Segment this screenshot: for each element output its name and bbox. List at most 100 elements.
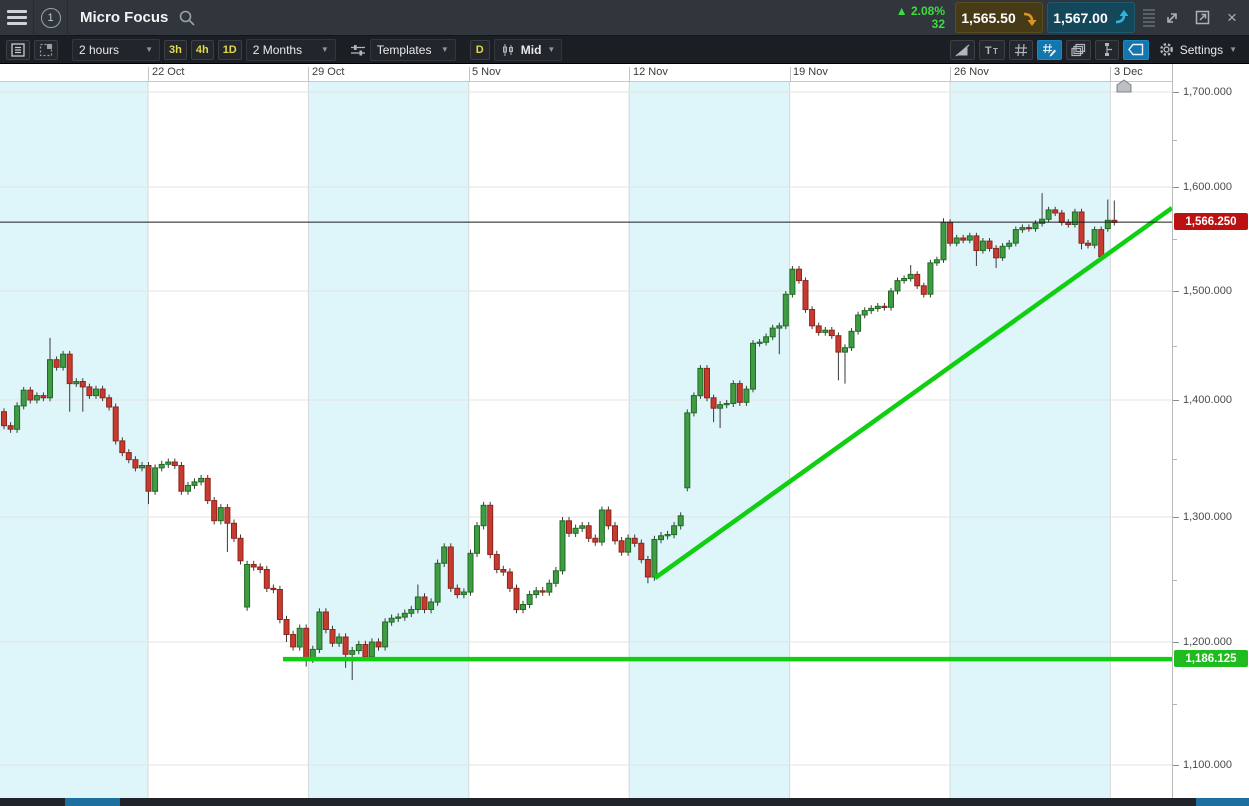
price-axis-tick	[1173, 187, 1179, 188]
time-axis-tick	[148, 67, 149, 82]
shape-tool-button[interactable]	[1122, 39, 1149, 60]
week-band	[950, 82, 1111, 798]
interval-1d-button[interactable]: 1D	[217, 39, 242, 60]
price-axis-tick	[1173, 291, 1179, 292]
sell-button[interactable]: 1,565.50	[955, 2, 1043, 33]
price-axis-label: 1,600.000	[1183, 181, 1232, 193]
text-tool-button[interactable]: T T	[978, 39, 1005, 60]
price-axis-label: 1,400.000	[1183, 394, 1232, 406]
price-axis-minor-tick	[1173, 458, 1177, 460]
duplicate-window-button[interactable]	[1065, 39, 1091, 60]
templates-label: Templates	[376, 42, 432, 57]
interval-4h-button[interactable]: 4h	[190, 39, 214, 60]
popout-icon	[1195, 10, 1209, 25]
price-axis-minor-tick	[1173, 703, 1177, 705]
expand-window-button[interactable]	[1159, 5, 1185, 31]
layers-icon	[1071, 43, 1085, 56]
trend-slope-icon	[955, 44, 970, 56]
time-axis-label: 26 Nov	[954, 66, 989, 78]
time-axis-label: 19 Nov	[793, 66, 828, 78]
svg-text:T: T	[985, 45, 992, 56]
rising-trend-line	[653, 206, 1174, 580]
chevron-down-icon: ▼	[1229, 45, 1237, 54]
time-axis-tick	[950, 67, 951, 82]
range-dropdown[interactable]: 2 Months ▼	[245, 38, 336, 61]
horizontal-scrollbar[interactable]	[0, 798, 1249, 806]
time-axis-label: 5 Nov	[472, 66, 501, 78]
time-axis[interactable]: 22 Oct 29 Oct 5 Nov 12 Nov 19 Nov 26 Nov 3 Dec	[0, 64, 1172, 82]
list-icon	[11, 42, 25, 57]
hamburger-icon	[6, 10, 27, 25]
change-up-icon: ▲	[895, 3, 908, 18]
time-axis-tick	[789, 67, 791, 82]
time-axis-tick	[1110, 67, 1112, 82]
popout-window-button[interactable]	[1189, 5, 1215, 31]
templates-dropdown[interactable]: Templates ▼	[369, 38, 456, 61]
trendline-tool-button[interactable]	[949, 39, 975, 60]
interval-3h-button[interactable]: 3h	[164, 39, 187, 60]
time-axis-label: 12 Nov	[633, 66, 668, 78]
candles-layer	[1, 193, 1118, 681]
support-price-badge: 1,186.125	[1174, 650, 1248, 668]
time-axis-label: 22 Oct	[152, 66, 185, 78]
window-number-badge: 1	[40, 7, 61, 28]
candlestick-plot[interactable]	[0, 79, 1174, 798]
settings-label: Settings	[1179, 42, 1224, 57]
price-axis-label: 1,100.000	[1183, 759, 1232, 771]
draw-on-grid-button[interactable]	[1036, 39, 1062, 60]
scrollbar-thumb[interactable]	[65, 798, 120, 806]
chevron-down-icon: ▼	[547, 45, 556, 54]
expand-icon	[1167, 12, 1177, 23]
search-icon[interactable]	[178, 9, 196, 27]
chart-list-button[interactable]	[6, 39, 30, 60]
price-change-block: ▲ 2.08% 32	[895, 3, 945, 31]
candlestick-icon	[502, 43, 513, 56]
dashed-square-icon	[39, 43, 53, 56]
price-axis-tick	[1173, 517, 1179, 518]
chevron-down-icon: ▼	[440, 45, 449, 54]
chart-area: 22 Oct 29 Oct 5 Nov 12 Nov 19 Nov 26 Nov 3 Dec…	[0, 64, 1249, 806]
grid-button[interactable]	[1008, 39, 1033, 60]
pentagon-marker-icon	[1116, 79, 1132, 93]
interval-value: 2 hours	[79, 42, 120, 57]
price-axis-label: 1,500.000	[1183, 285, 1232, 297]
price-axis-tick	[1173, 400, 1179, 401]
price-axis[interactable]: 1,566.250 1,186.125 1,700.000 1,600.000 1,…	[1172, 64, 1249, 798]
multi-chart-layout-button[interactable]	[34, 39, 58, 60]
annotation-marker-handle[interactable]	[1116, 79, 1132, 93]
buy-arrow-up-icon	[1115, 9, 1129, 23]
week-band	[0, 82, 148, 798]
window-drag-grip[interactable]	[1143, 3, 1155, 33]
app-header: 1 Micro Focus ▲ 2.08% 32 1,565.50 1,5	[0, 0, 1249, 36]
week-band	[308, 82, 469, 798]
price-axis-label: 1,300.000	[1183, 511, 1232, 523]
hamburger-menu-button[interactable]	[0, 0, 34, 36]
price-axis-minor-tick	[1173, 139, 1177, 141]
measure-icon	[1104, 43, 1112, 56]
gear-icon	[1159, 43, 1173, 56]
day-interval-button[interactable]: D	[469, 39, 490, 60]
current-price-badge: 1,566.250	[1174, 213, 1248, 231]
interval-dropdown[interactable]: 2 hours ▼	[72, 38, 160, 61]
change-percent: 2.08%	[910, 3, 945, 18]
time-axis-tick	[468, 67, 470, 82]
price-axis-tick	[1173, 642, 1179, 643]
range-value: 2 Months	[252, 42, 303, 57]
time-axis-label: 29 Oct	[312, 66, 345, 78]
text-icon: T T	[985, 45, 998, 56]
scrollbar-thumb[interactable]	[1196, 798, 1249, 806]
time-axis-label: 3 Dec	[1114, 66, 1143, 78]
settings-dropdown[interactable]: Settings ▼	[1153, 39, 1243, 61]
week-band	[629, 82, 790, 798]
price-mode-dropdown[interactable]: Mid ▼	[493, 38, 563, 61]
close-window-button[interactable]: ×	[1219, 5, 1245, 31]
buy-button[interactable]: 1,567.00	[1047, 2, 1135, 33]
chevron-down-icon: ▼	[145, 45, 153, 54]
price-mode-value: Mid	[520, 42, 542, 57]
indicator-sliders-icon[interactable]	[350, 43, 366, 57]
sell-price: 1,565.50	[961, 9, 1016, 26]
grid-pencil-icon	[1042, 43, 1056, 56]
sell-arrow-down-icon	[1023, 12, 1037, 26]
window-number-button[interactable]: 1	[34, 0, 68, 36]
measure-tool-button[interactable]	[1094, 39, 1119, 60]
